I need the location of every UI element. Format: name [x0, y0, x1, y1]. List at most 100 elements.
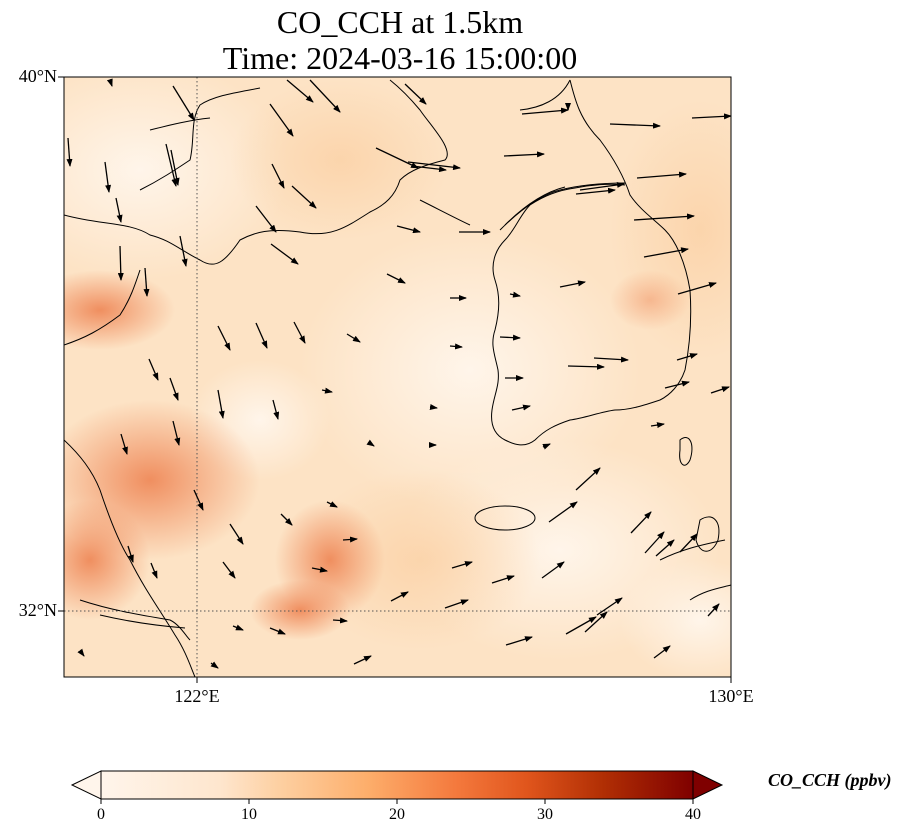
wind-arrow [575, 467, 601, 491]
wind-arrow [679, 533, 698, 553]
wind-arrow [104, 161, 112, 193]
wind-arrow [353, 655, 372, 665]
wind-arrow [179, 235, 188, 267]
wind-arrow [542, 443, 551, 450]
wind-arrow [567, 363, 605, 370]
wind-arrow [404, 83, 427, 105]
wind-arrow [77, 648, 85, 657]
wind-arrow [386, 273, 406, 284]
wind-arrow [120, 433, 128, 455]
wind-arrow [593, 356, 629, 363]
wind-arrow [676, 353, 698, 361]
wind-arrow [311, 566, 328, 573]
lon-tick-label: 130°E [708, 686, 754, 706]
wind-arrow [707, 603, 720, 617]
lat-tick-label: 40°N [18, 66, 57, 86]
wind-arrow [193, 489, 204, 511]
wind-arrow [644, 531, 665, 554]
wind-arrow [169, 377, 179, 401]
map-title: CO_CCH at 1.5km [276, 4, 524, 40]
wind-arrow [127, 545, 134, 563]
wind-arrow [170, 149, 180, 186]
wind-arrow [332, 617, 348, 624]
wind-arrow [511, 404, 531, 411]
wind-arrow [449, 343, 463, 350]
wind-arrow [429, 404, 438, 410]
wind-arrow [541, 561, 565, 579]
wind-arrow [291, 185, 317, 209]
co-field [64, 77, 731, 677]
colorbar-tick: 10 [241, 806, 257, 823]
wind-arrow [286, 79, 314, 103]
wind-arrow [346, 333, 361, 343]
colorbar [70, 770, 724, 804]
wind-arrow [584, 611, 608, 633]
colorbar-tick: 30 [537, 806, 553, 823]
wind-arrow [269, 103, 294, 137]
wind-arrow [609, 122, 661, 129]
wind-arrow [691, 113, 731, 120]
wind-arrow [309, 79, 341, 113]
wind-arrow [269, 627, 286, 635]
wind-arrow [342, 536, 358, 543]
wind-arrow [505, 636, 533, 646]
lon-tick-label: 122°E [174, 686, 220, 706]
wind-arrow [548, 501, 578, 523]
wind-arrow [115, 197, 123, 223]
wind-arrow [217, 389, 225, 419]
wind-arrow [509, 291, 521, 298]
wind-arrow [148, 358, 159, 381]
wind-arrow [66, 137, 73, 167]
wind-arrow [396, 225, 421, 234]
wind-arrow [143, 267, 150, 297]
wind-arrow [521, 107, 569, 115]
wind-arrow [232, 624, 244, 631]
lat-tick-label: 32°N [18, 600, 57, 620]
coastlines [64, 79, 731, 677]
wind-arrow [293, 321, 306, 344]
colorbar-tick: 0 [97, 806, 105, 823]
colorbar-label: CO_CCH (ppbv) [768, 770, 892, 790]
wind-arrow [411, 165, 447, 173]
wind-arrow [633, 213, 695, 221]
wind-arrow [150, 562, 158, 579]
wind-arrow [321, 387, 333, 394]
wind-arrow [255, 322, 268, 349]
wind-arrow [229, 523, 244, 545]
wind-arrow [710, 386, 730, 394]
wind-arrow [172, 420, 181, 446]
wind-arrow [650, 422, 665, 429]
wind-arrow [270, 243, 299, 265]
wind-arrow [636, 171, 687, 179]
wind-arrow [271, 163, 285, 189]
wind-arrow [503, 151, 545, 158]
wind-arrow [366, 439, 375, 447]
colorbar-tick: 40 [685, 806, 701, 823]
wind-arrow [390, 591, 409, 602]
wind-vectors [66, 78, 731, 669]
wind-arrow [272, 399, 280, 420]
map-time: Time: 2024-03-16 15:00:00 [222, 40, 578, 76]
wind-arrow [451, 561, 473, 569]
wind-arrow [106, 78, 113, 87]
map-frame [63, 76, 732, 678]
wind-arrow [630, 511, 652, 534]
wind-arrow [172, 85, 195, 121]
wind-arrow [407, 161, 461, 171]
wind-arrow [575, 187, 616, 195]
wind-arrow [375, 147, 419, 169]
wind-arrow [565, 616, 597, 635]
wind-arrow [491, 575, 515, 584]
wind-arrow [579, 181, 625, 191]
wind-arrow [664, 380, 690, 389]
wind-arrow [280, 513, 293, 526]
colorbar-tick: 20 [389, 806, 405, 823]
wind-arrow [210, 661, 219, 669]
wind-arrow [655, 539, 675, 557]
wind-arrow [499, 334, 521, 341]
wind-arrow [326, 501, 338, 508]
wind-arrow [559, 280, 586, 288]
wind-arrow [677, 282, 717, 295]
wind-arrow [596, 597, 623, 616]
